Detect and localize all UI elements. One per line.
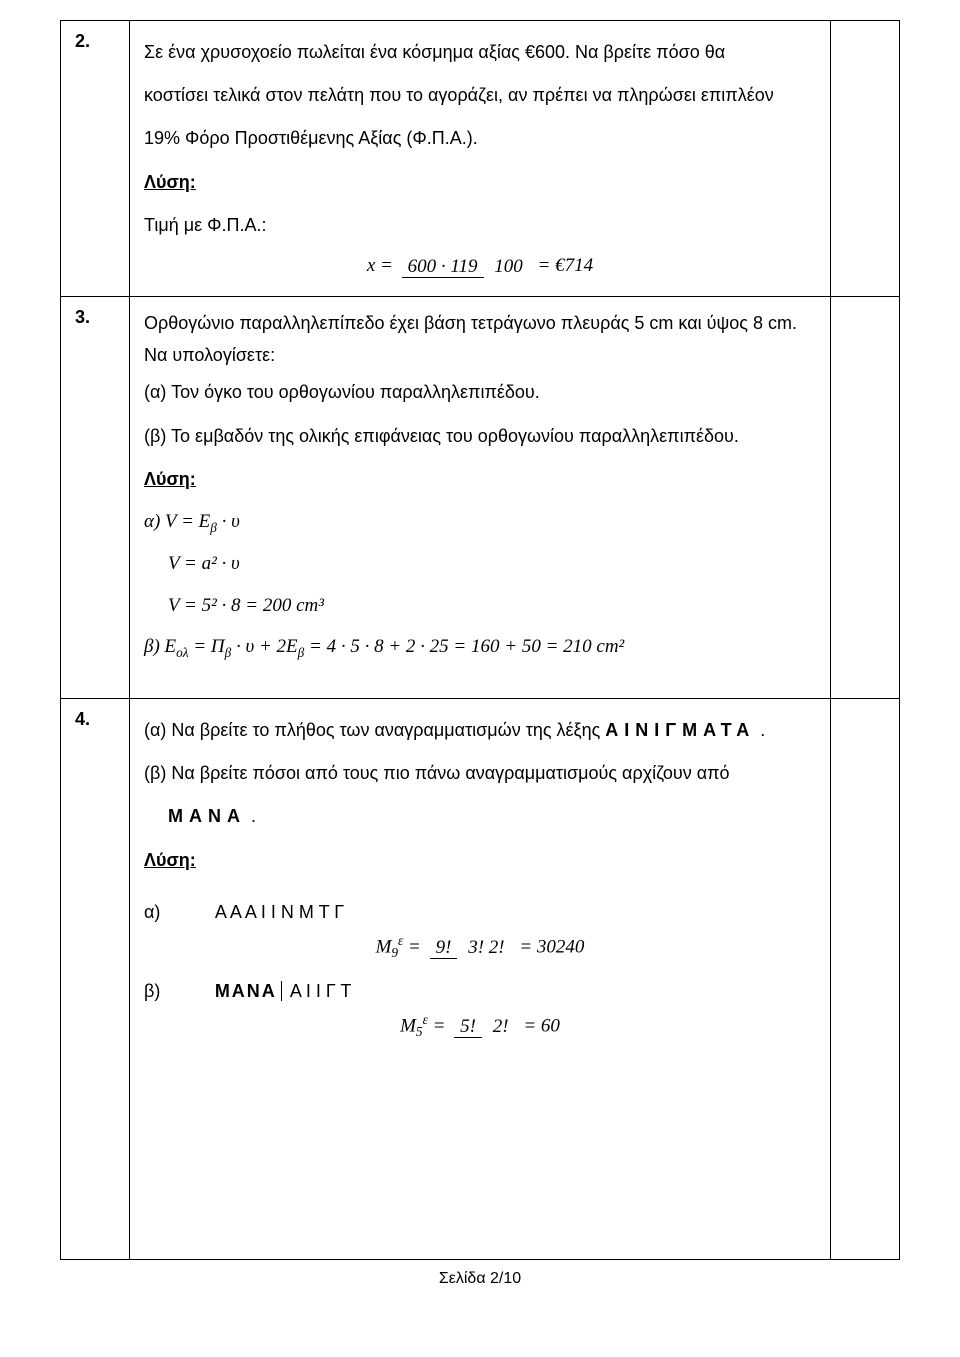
problems-table: 2. Σε ένα χρυσοχοείο πωλείται ένα κόσμημ…: [60, 20, 900, 1260]
p4-item-a: (α) Να βρείτε το πλήθος των αναγραμματισ…: [144, 709, 816, 752]
p4-margin: [831, 699, 900, 1260]
p3-sol-a1: α) V = Eβ · υ: [144, 501, 816, 543]
p2-frac-top: 600 · 119: [402, 256, 484, 278]
p4-beta-letters: Α Ι Ι Γ Τ: [286, 981, 352, 1001]
p3-a1-rhs: · υ: [217, 511, 240, 532]
p2-line3: 19% Φόρο Προστιθέμενης Αξίας (Φ.Π.Α.).: [144, 117, 816, 160]
p3-b-sub1: ολ: [176, 645, 188, 660]
p3-b-rhs: = 4 · 5 · 8 + 2 · 25 = 160 + 50 = 210 cm…: [304, 636, 624, 657]
p2-solution-text: Τιμή με Φ.Π.Α.:: [144, 204, 816, 247]
p4-eqb-top: 5!: [454, 1016, 482, 1038]
problem-3-number: 3.: [61, 296, 130, 699]
p4-eqa-bot: 3! 2!: [462, 937, 510, 958]
p3-b-mid2: · υ + 2E: [231, 636, 297, 657]
p3-line1: Ορθογώνιο παραλληλεπίπεδο έχει βάση τετρ…: [144, 313, 797, 333]
p3-margin: [831, 296, 900, 699]
p2-line2: κοστίσει τελικά στον πελάτη που το αγορά…: [144, 74, 816, 117]
p4-a-text: (α) Να βρείτε το πλήθος των αναγραμματισ…: [144, 720, 605, 740]
p2-line1: Σε ένα χρυσοχοείο πωλείται ένα κόσμημα α…: [144, 31, 816, 74]
p4-eqb-lhs: M: [400, 1015, 416, 1036]
p4-eqa-top: 9!: [430, 937, 458, 959]
p4-eqa-rhs: = 30240: [519, 936, 584, 957]
p3-sol-b: β) Eολ = Πβ · υ + 2Eβ = 4 · 5 · 8 + 2 · …: [144, 626, 816, 668]
p4-eqb-sub: 5: [416, 1024, 423, 1039]
page-footer: Σελίδα 2/10: [60, 1270, 900, 1288]
p4-b-word: ΜΑΝΑ: [168, 806, 246, 826]
p4-item-b-line2: ΜΑΝΑ .: [168, 795, 816, 838]
p3-b-mid1: = Π: [189, 636, 225, 657]
problem-2-content: Σε ένα χρυσοχοείο πωλείται ένα κόσμημα α…: [130, 21, 831, 297]
p4-eqb-eq: =: [428, 1015, 450, 1036]
problem-2-number: 2.: [61, 21, 130, 297]
p4-eqa-eq: =: [403, 936, 425, 957]
p4-beta-row: β) ΜΑΝΑ Α Ι Ι Γ Τ: [144, 981, 816, 1002]
p3-a1-lhs: α) V = E: [144, 511, 210, 532]
p4-solution-label: Λύση:: [144, 850, 196, 870]
p3-item-b: (β) Το εμβαδόν της ολικής επιφάνειας του…: [144, 415, 816, 458]
problem-4-content: (α) Να βρείτε το πλήθος των αναγραμματισ…: [130, 699, 831, 1260]
p2-eq-rhs: = €714: [538, 255, 594, 276]
p3-solution-label: Λύση:: [144, 469, 196, 489]
p4-alpha-letters: Α Α Α Ι Ι Ν Μ Τ Γ: [215, 902, 344, 922]
p4-eq-a: M9ε = 9! 3! 2! = 30240: [144, 933, 816, 961]
p4-eqb-bot: 2!: [487, 1016, 515, 1037]
p2-margin: [831, 21, 900, 297]
problem-3-content: Ορθογώνιο παραλληλεπίπεδο έχει βάση τετρ…: [130, 296, 831, 699]
p4-b-end: .: [246, 806, 256, 826]
problem-4-number: 4.: [61, 699, 130, 1260]
p3-b-lhs: β) E: [144, 636, 176, 657]
p4-eqa-lhs: M: [376, 936, 392, 957]
p4-beta-label: β): [144, 981, 160, 1001]
p2-eq-lhs: x =: [367, 255, 393, 276]
p4-item-b-line1: (β) Να βρείτε πόσοι από τους πιο πάνω αν…: [144, 752, 816, 795]
p4-a-end: .: [755, 720, 765, 740]
p4-beta-box: ΜΑΝΑ: [215, 981, 282, 1001]
p4-alpha-label: α): [144, 902, 160, 922]
p2-equation: x = 600 · 119 100 = €714: [144, 255, 816, 278]
p4-eq-b: M5ε = 5! 2! = 60: [144, 1012, 816, 1040]
p2-frac-bot: 100: [488, 256, 529, 277]
p2-solution-label: Λύση:: [144, 172, 196, 192]
p4-eqb-rhs: = 60: [523, 1015, 560, 1036]
p3-line2: Να υπολογίσετε:: [144, 345, 275, 365]
p3-sol-a3: V = 5² · 8 = 200 cm³: [168, 585, 816, 627]
p3-item-a: (α) Τον όγκο του ορθογωνίου παραλληλεπιπ…: [144, 371, 816, 414]
p3-sol-a2: V = a² · υ: [168, 543, 816, 585]
p4-a-word: ΑΙΝΙΓΜΑΤΑ: [605, 720, 755, 740]
p4-alpha-row: α) Α Α Α Ι Ι Ν Μ Τ Γ: [144, 902, 816, 923]
p3-a1-sub: β: [210, 520, 217, 535]
